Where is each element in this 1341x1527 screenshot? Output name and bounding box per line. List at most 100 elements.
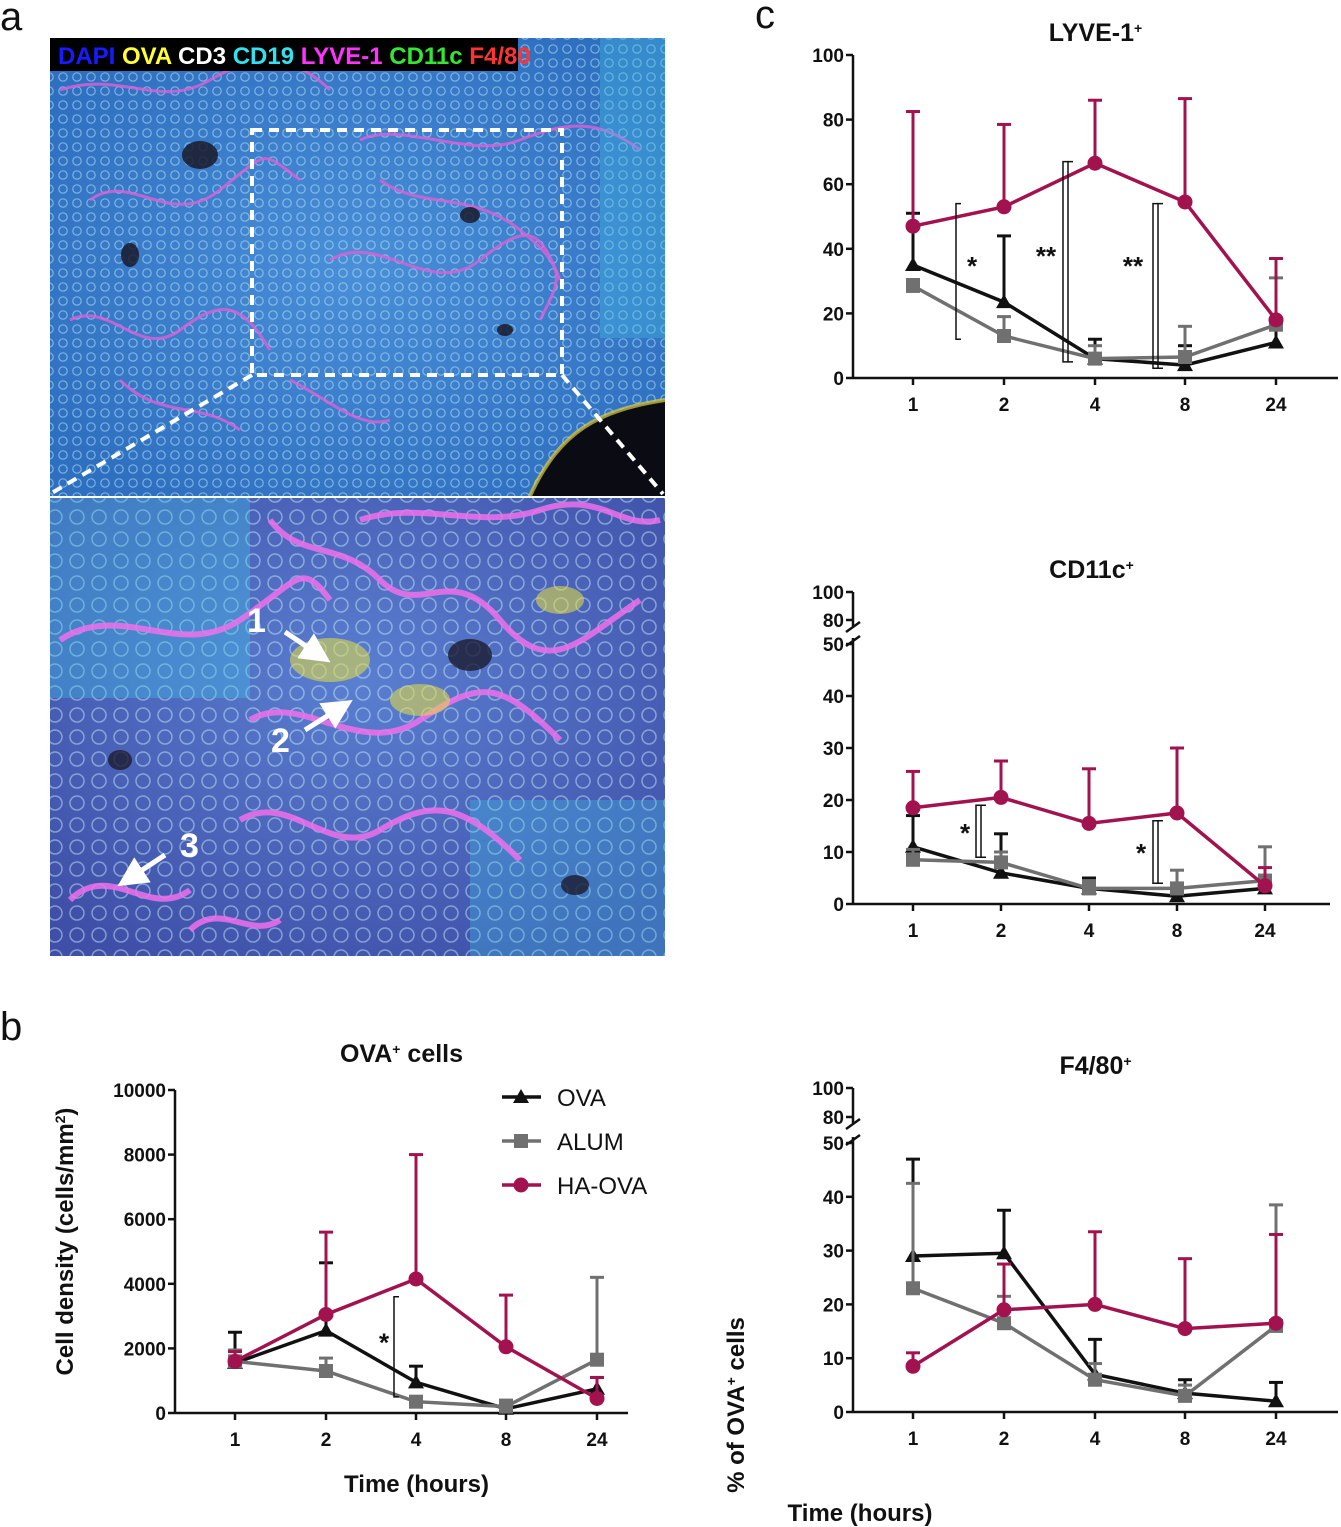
arrow-2: 2	[271, 700, 353, 760]
data-point	[997, 329, 1011, 344]
series-ha-ova	[227, 1153, 605, 1406]
significance-bracket	[393, 1295, 399, 1398]
x-tick-label: 4	[411, 1430, 422, 1451]
data-point	[1177, 194, 1193, 210]
legend-marker	[514, 1134, 528, 1148]
legend-label: OVA	[557, 1085, 606, 1112]
data-point	[227, 1353, 243, 1369]
legend-item-alum: ALUM	[502, 1129, 624, 1156]
y-tick-label: 50	[823, 1134, 844, 1155]
y-tick-label: 80	[823, 1108, 844, 1129]
y-tick-label: 0	[833, 369, 844, 390]
significance-star: *	[379, 1328, 390, 1358]
channel-dapi: DAPI	[58, 43, 115, 70]
chart-title: CD11c+	[1049, 556, 1134, 584]
y-axis-label: Cell density (cells/mm2)	[52, 1108, 79, 1376]
zoom-region-box	[250, 128, 564, 377]
data-point	[1177, 1321, 1193, 1337]
chart-title: LYVE-1+	[1049, 19, 1142, 47]
legend-marker	[513, 1177, 529, 1193]
panel-label-b: b	[0, 1005, 22, 1049]
series-alum	[906, 276, 1283, 366]
x-tick-label: 8	[1180, 395, 1191, 416]
channel-lyve1: LYVE-1	[294, 43, 383, 70]
data-point	[1088, 351, 1102, 366]
data-point	[319, 1364, 333, 1379]
legend-item-ova: OVA	[502, 1085, 606, 1112]
data-point	[498, 1339, 514, 1355]
arrow-label-2: 2	[271, 722, 290, 760]
y-tick-label: 80	[823, 111, 844, 132]
arrow-label-1: 1	[247, 602, 266, 640]
y-tick-label: 30	[823, 1242, 844, 1263]
y-tick-label: 50	[823, 635, 844, 656]
x-tick-label: 24	[1265, 395, 1287, 416]
significance-bracket	[1067, 160, 1073, 363]
data-point	[997, 1316, 1011, 1331]
y-tick-label: 100	[812, 1079, 844, 1100]
data-point	[996, 1302, 1012, 1318]
y-tick-label: 20	[823, 1295, 844, 1316]
y-tick-label: 0	[833, 1403, 844, 1424]
y-tick-label: 10000	[113, 1081, 166, 1102]
data-point	[1257, 878, 1273, 894]
data-point	[1178, 1388, 1192, 1403]
data-point	[318, 1322, 334, 1337]
data-point	[1268, 312, 1284, 328]
y-tick-label: 100	[812, 583, 844, 604]
y-tick-label: 60	[823, 175, 844, 196]
arrow-label-3: 3	[180, 827, 199, 865]
chart-title: OVA+ cells	[340, 1040, 463, 1068]
data-point	[1268, 334, 1284, 349]
data-point	[906, 852, 920, 867]
data-point	[589, 1390, 605, 1406]
significance-bracket	[980, 804, 986, 858]
y-axis-label: % of OVA+ cells	[723, 1317, 750, 1493]
data-point	[409, 1394, 423, 1409]
x-tick-label: 24	[1265, 1429, 1287, 1450]
data-point	[1178, 350, 1192, 365]
y-tick-label: 40	[823, 687, 844, 708]
y-tick-label: 6000	[124, 1210, 166, 1231]
significance-star: *	[1136, 838, 1147, 868]
series-ha-ova	[905, 1230, 1284, 1374]
data-point	[1268, 1393, 1284, 1408]
y-tick-label: 100	[812, 46, 844, 67]
data-point	[905, 1358, 921, 1374]
channel-legend: DAPI OVA CD3 CD19 LYVE-1 CD11c F4/80	[58, 43, 531, 70]
x-tick-label: 2	[996, 921, 1007, 942]
y-tick-label: 0	[155, 1404, 166, 1425]
micrograph-overview	[50, 38, 666, 497]
y-tick-label: 40	[823, 240, 844, 261]
channel-cd19: CD19	[226, 43, 294, 70]
data-point	[1087, 155, 1103, 171]
y-tick-label: 80	[823, 611, 844, 632]
panel-label-a: a	[0, 0, 23, 39]
x-tick-label: 1	[908, 921, 919, 942]
data-point	[318, 1306, 334, 1322]
channel-cd3: CD3	[171, 43, 226, 70]
data-point	[499, 1399, 513, 1414]
legend-label: HA-OVA	[557, 1173, 647, 1200]
significance-star: *	[967, 251, 978, 281]
significance-star: **	[1123, 251, 1144, 281]
x-tick-label: 4	[1090, 395, 1101, 416]
series-line	[912, 161, 1278, 321]
data-point	[905, 800, 921, 816]
y-tick-label: 10	[823, 843, 844, 864]
zoom-guide-left	[48, 373, 254, 496]
arrow-1: 1	[247, 602, 331, 663]
arrow-3: 3	[117, 827, 199, 887]
x-tick-label: 24	[1254, 921, 1276, 942]
data-point	[1170, 881, 1184, 896]
data-point	[906, 1281, 920, 1296]
data-point	[993, 864, 1009, 879]
data-point	[408, 1271, 424, 1287]
significance-bracket	[1157, 202, 1163, 370]
channel-f480: F4/80	[463, 43, 531, 70]
data-point	[993, 789, 1009, 805]
